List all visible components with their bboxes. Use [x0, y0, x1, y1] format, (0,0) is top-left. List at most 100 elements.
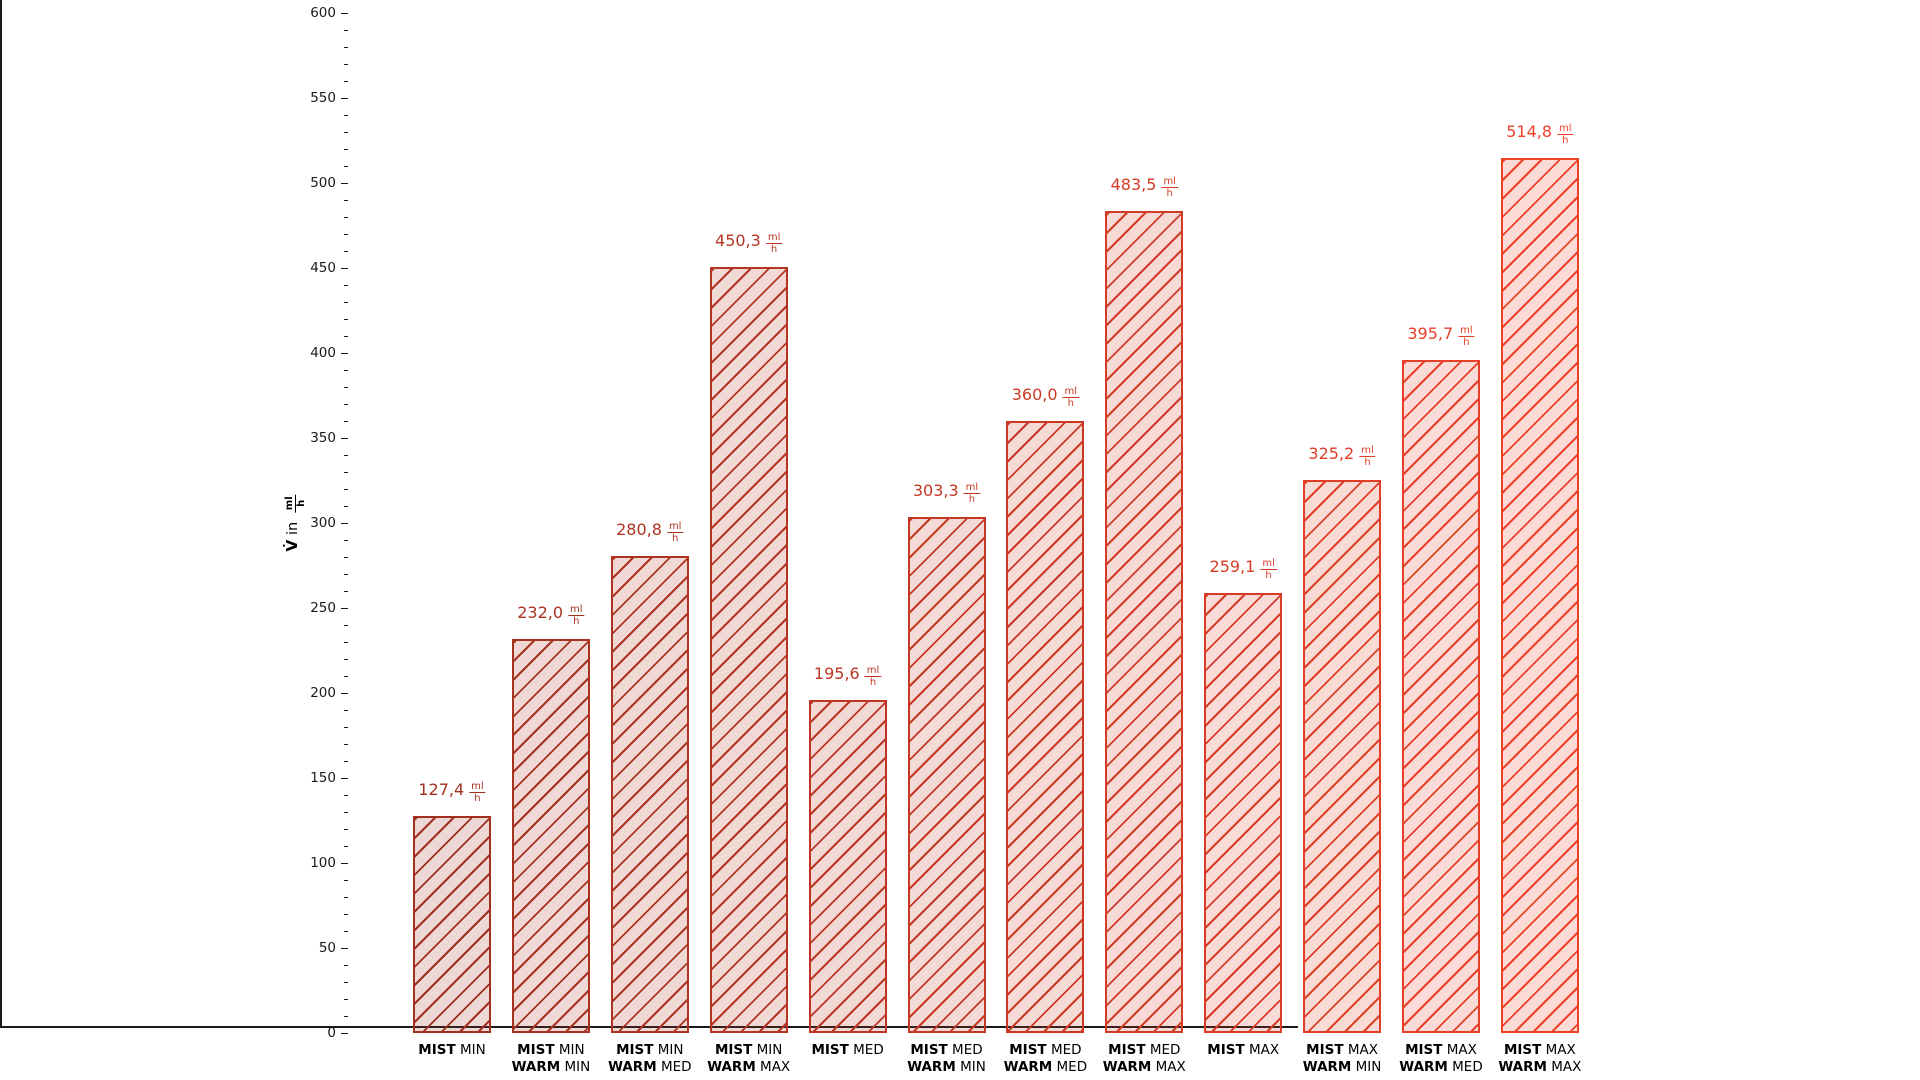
y-minor-tick — [343, 675, 348, 677]
y-major-tick — [340, 777, 348, 779]
bar-value-number: 232,0 — [517, 602, 564, 622]
bar-value-label: 280,8 ml h — [616, 519, 684, 544]
y-minor-tick — [343, 335, 348, 337]
y-tick-label: 100 — [310, 855, 336, 871]
y-minor-tick — [343, 658, 348, 660]
y-minor-tick — [343, 301, 348, 303]
bar-value-unit-fraction: ml h — [469, 781, 486, 805]
y-tick-label: 450 — [310, 260, 336, 276]
y-tick-label: 350 — [310, 430, 336, 446]
x-tick-label: MIST MAX WARM MED — [1399, 1042, 1483, 1075]
bar — [808, 700, 887, 1033]
bar-value-unit-fraction: ml h — [1557, 122, 1574, 146]
bar-value-label: 195,6 ml h — [813, 664, 882, 689]
y-minor-tick — [343, 913, 348, 915]
y-minor-tick — [343, 199, 348, 201]
y-tick-label: 200 — [310, 685, 336, 701]
x-tick-label: MIST MAX WARM MAX — [1498, 1042, 1582, 1075]
bar-value-unit-fraction: ml h — [1062, 386, 1080, 409]
bar-value-label: 514,8 ml h — [1506, 121, 1574, 146]
y-major-tick — [340, 97, 348, 99]
bar — [511, 638, 590, 1033]
y-minor-tick — [343, 556, 348, 558]
bar-value-label: 483,5 ml h — [1111, 176, 1178, 199]
bar — [1402, 360, 1480, 1033]
bar — [907, 517, 986, 1033]
y-major-tick — [340, 12, 348, 14]
y-minor-tick — [343, 624, 348, 626]
y-major-tick — [340, 947, 348, 949]
bar-value-number: 195,6 — [813, 664, 860, 684]
y-minor-tick — [343, 539, 348, 541]
y-minor-tick — [343, 641, 348, 643]
bar-value-number: 303,3 — [912, 481, 959, 501]
x-tick-label: MIST MAX — [1207, 1042, 1280, 1058]
y-minor-tick — [343, 845, 348, 847]
y-axis-unit-fraction: ml h — [284, 494, 307, 513]
bar-value-unit-fraction: ml h — [1260, 557, 1277, 581]
y-minor-tick — [343, 233, 348, 235]
y-axis-label-symbol: V̇ — [283, 539, 301, 552]
y-axis-spine — [0, 0, 2, 1026]
bar-value-label: 232,0 ml h — [517, 602, 585, 627]
y-major-tick — [340, 267, 348, 269]
bar-value-number: 360,0 — [1011, 385, 1058, 404]
y-major-tick — [340, 862, 348, 864]
y-tick-label: 400 — [310, 345, 336, 361]
y-minor-tick — [343, 420, 348, 422]
bar-value-number: 395,7 — [1407, 324, 1454, 344]
bar-chart: V̇ in ml h 0 50 100 150 200 250 300 350 400 450 500… — [0, 0, 1581, 1075]
y-major-tick — [340, 182, 348, 184]
bar-value-number: 450,3 — [715, 231, 761, 251]
bar-value-unit-fraction: ml h — [1161, 176, 1178, 200]
bar-value-number: 280,8 — [616, 519, 662, 539]
bar-value-unit-fraction: ml h — [765, 232, 783, 256]
y-tick-label: 0 — [327, 1025, 336, 1041]
y-minor-tick — [343, 216, 348, 218]
x-tick-label: MIST MED WARM MAX — [1102, 1042, 1186, 1075]
bar — [1105, 211, 1184, 1033]
bar — [413, 816, 491, 1033]
y-tick-label: 500 — [310, 175, 336, 191]
y-minor-tick — [343, 403, 348, 405]
y-minor-tick — [343, 29, 348, 31]
bar — [1204, 592, 1283, 1033]
y-minor-tick — [343, 590, 348, 592]
x-tick-label: MIST MIN WARM MED — [608, 1042, 692, 1075]
y-tick-label: 50 — [318, 940, 336, 956]
y-minor-tick — [343, 743, 348, 745]
y-minor-tick — [343, 760, 348, 762]
bar-value-unit-fraction: ml h — [666, 520, 684, 544]
y-minor-tick — [343, 250, 348, 252]
y-minor-tick — [343, 573, 348, 575]
bar-value-number: 127,4 — [418, 780, 465, 800]
y-minor-tick — [343, 454, 348, 456]
bar-value-unit-fraction: ml h — [864, 665, 882, 689]
bar-value-number: 259,1 — [1209, 556, 1256, 576]
x-tick-label: MIST MIN — [418, 1042, 486, 1058]
bar-value-unit-fraction: ml h — [1359, 445, 1376, 469]
bar — [610, 555, 689, 1033]
bar — [1006, 421, 1085, 1033]
y-major-tick — [340, 692, 348, 694]
bar-value-label: 395,7 ml h — [1407, 324, 1475, 349]
y-minor-tick — [343, 63, 348, 65]
y-minor-tick — [343, 131, 348, 133]
y-minor-tick — [343, 148, 348, 150]
bar-value-number: 325,2 — [1308, 444, 1355, 464]
bar-value-unit-fraction: ml h — [1458, 325, 1475, 349]
bar — [1500, 157, 1579, 1033]
y-tick-label: 550 — [310, 90, 336, 106]
x-tick-label: MIST MIN WARM MAX — [707, 1042, 791, 1075]
y-tick-label: 250 — [310, 600, 336, 616]
y-minor-tick — [343, 879, 348, 881]
bar-value-unit-fraction: ml h — [963, 482, 981, 506]
y-minor-tick — [343, 318, 348, 320]
y-minor-tick — [343, 896, 348, 898]
bar-value-label: 450,3 ml h — [715, 231, 783, 256]
bar-value-number: 514,8 — [1506, 121, 1553, 141]
bar-value-unit-fraction: ml h — [568, 603, 585, 627]
y-minor-tick — [343, 114, 348, 116]
y-minor-tick — [343, 964, 348, 966]
y-minor-tick — [343, 811, 348, 813]
